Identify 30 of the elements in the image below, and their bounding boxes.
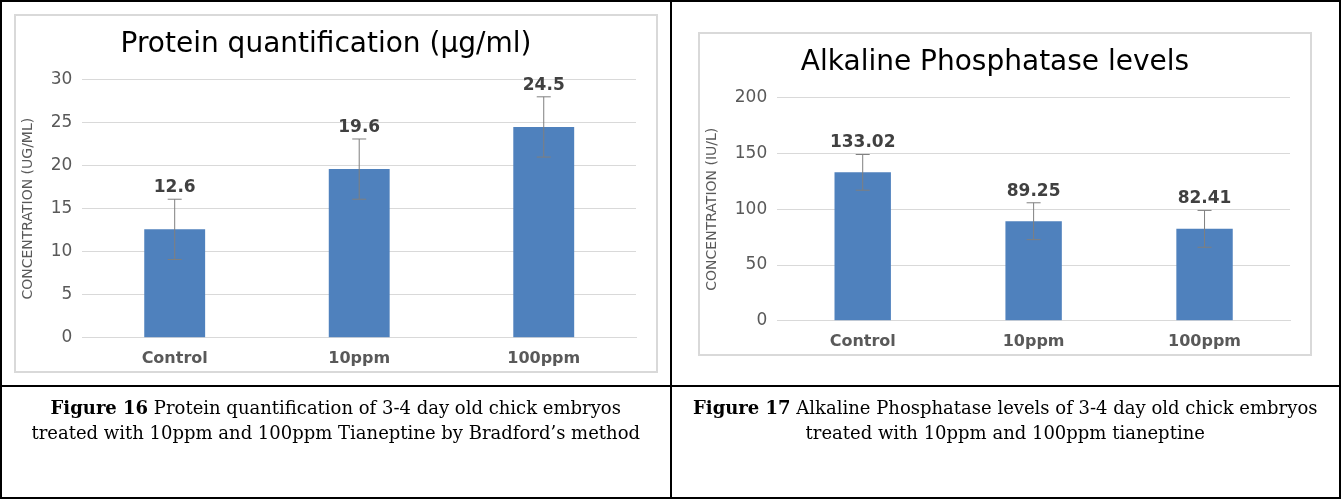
y-tick-label: 0 xyxy=(61,326,73,347)
x-tick-label: 10ppm xyxy=(1002,330,1065,350)
y-tick-label: 150 xyxy=(735,141,768,162)
data-label: 89.25 xyxy=(1006,179,1061,200)
caption: Figure 17 Alkaline Phosphatase levels of 3-4 day old chick embryos treated with 10ppm and 100ppm tianeptine xyxy=(671,387,1339,499)
y-tick-label: 50 xyxy=(745,252,768,273)
y-tick-label: 20 xyxy=(50,154,73,175)
caption: Figure 16 Protein quantification of 3-4 day old chick embryos treated with 10ppm and 100ppm Tianeptine by Bradford’s method xyxy=(2,387,670,499)
x-tick-label: 100ppm xyxy=(507,347,580,367)
data-label: 19.6 xyxy=(337,115,380,136)
data-label: 82.41 xyxy=(1177,186,1232,207)
x-tick-label: 100ppm xyxy=(1168,330,1242,350)
y-tick-label: 15 xyxy=(50,197,73,218)
y-tick-label: 5 xyxy=(61,283,73,304)
chart-title: Protein quantification (μg/ml) xyxy=(120,26,532,60)
y-tick-label: 0 xyxy=(756,308,768,329)
data-label: 133.02 xyxy=(830,130,896,151)
y-tick-label: 25 xyxy=(50,111,73,132)
y-axis-title: CONCENTRATION (UG/ML) xyxy=(18,117,35,300)
y-axis-title: CONCENTRATION (IU/L) xyxy=(703,127,720,291)
data-label: 24.5 xyxy=(522,73,565,94)
x-tick-label: Control xyxy=(141,347,208,367)
y-tick-label: 100 xyxy=(735,197,768,218)
chart-title: Alkaline Phosphatase levels xyxy=(801,43,1190,77)
y-tick-label: 200 xyxy=(735,85,768,106)
y-tick-label: 30 xyxy=(50,68,73,89)
data-label: 12.6 xyxy=(153,176,196,197)
x-tick-label: 10ppm xyxy=(328,347,390,367)
x-tick-label: Control xyxy=(829,330,897,350)
y-tick-label: 10 xyxy=(50,240,73,261)
